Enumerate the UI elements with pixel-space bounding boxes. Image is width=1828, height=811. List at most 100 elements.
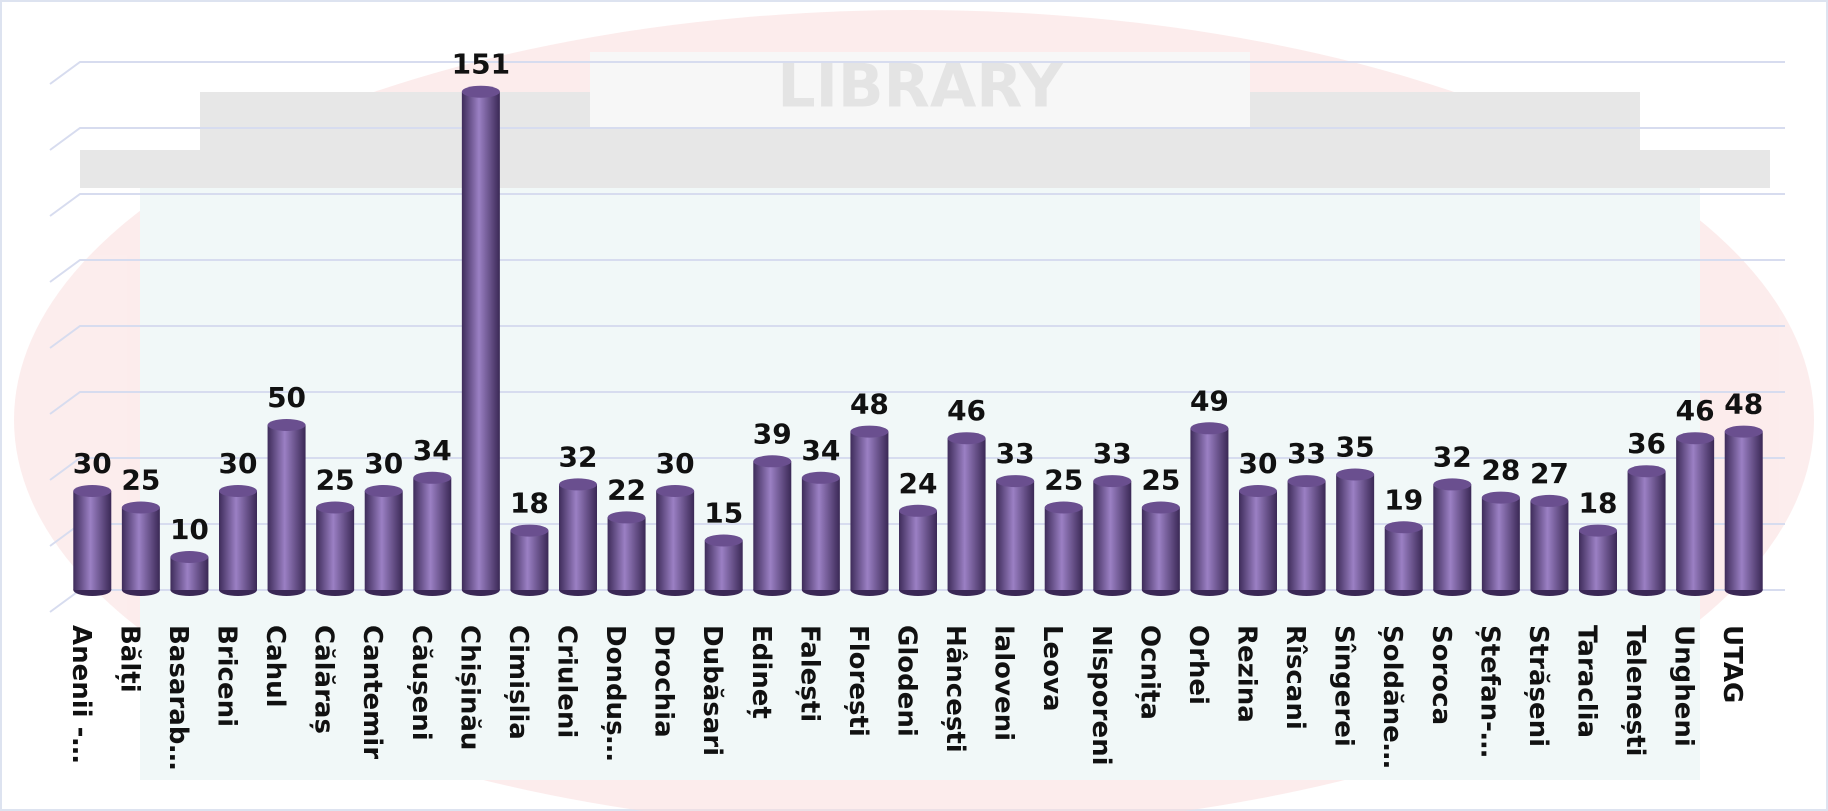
x-tick-label: Ialoveni [989, 625, 1019, 741]
value-label: 18 [1579, 487, 1618, 520]
x-tick-label: Donduș… [600, 625, 630, 762]
bar-top [996, 475, 1034, 487]
bar-top [608, 511, 646, 523]
x-tick-label: Criuleni [552, 625, 582, 738]
bar-top [1239, 485, 1277, 497]
bar-top [656, 485, 694, 497]
value-label: 33 [996, 437, 1035, 470]
bar [996, 481, 1034, 590]
x-tick-label: Anenii -… [66, 625, 96, 763]
value-label: 15 [704, 497, 743, 530]
x-tick-label: Rezina [1232, 625, 1262, 723]
x-tick-label: Dubăsari [697, 625, 727, 756]
value-label: 30 [73, 447, 112, 480]
bar [316, 508, 354, 591]
bar [1336, 475, 1374, 591]
bar-top [1628, 465, 1666, 477]
bar-top [850, 426, 888, 438]
x-tick-label: Chișinău [454, 625, 484, 750]
bar-top [705, 535, 743, 547]
value-label: 33 [1093, 437, 1132, 470]
bar [1725, 432, 1763, 590]
bar-top [559, 478, 597, 490]
value-label: 27 [1530, 457, 1569, 490]
value-label: 151 [452, 48, 510, 81]
value-label: 10 [170, 513, 209, 546]
x-tick-label: Sîngerei [1329, 625, 1359, 747]
bar [219, 491, 257, 590]
x-tick-label: Falești [794, 625, 824, 722]
value-label: 48 [1724, 388, 1763, 421]
bar-top [802, 472, 840, 484]
bg-roof [80, 150, 1770, 188]
x-tick-label: Călăraș [309, 625, 339, 734]
bar-top [219, 485, 257, 497]
value-label: 33 [1287, 437, 1326, 470]
bar [1530, 501, 1568, 590]
bar [1433, 484, 1471, 590]
value-label: 25 [1141, 464, 1180, 497]
x-tick-label: Drochia [649, 625, 679, 738]
value-label: 34 [413, 434, 452, 467]
value-label: 49 [1190, 384, 1229, 417]
x-tick-label: Basarab… [163, 625, 193, 770]
value-label: 30 [1239, 447, 1278, 480]
bar-top [1142, 502, 1180, 514]
bar-top [170, 551, 208, 563]
bar [365, 491, 403, 590]
x-tick-label: Cimișlia [503, 625, 533, 740]
value-label: 32 [1433, 440, 1472, 473]
x-tick-label: Ștefan-… [1474, 625, 1504, 758]
value-label: 25 [316, 464, 355, 497]
x-tick-label: Telenești [1620, 625, 1650, 756]
x-tick-label: UTAG [1717, 625, 1747, 703]
bar [656, 491, 694, 590]
x-tick-label: Bălți [114, 625, 144, 693]
bar-top [899, 505, 937, 517]
value-label: 32 [559, 440, 598, 473]
bar [1045, 508, 1083, 591]
bar [802, 478, 840, 590]
bar-top [1676, 432, 1714, 444]
value-label: 22 [607, 473, 646, 506]
value-label: 46 [1676, 394, 1715, 427]
bar [1142, 508, 1180, 591]
value-label: 30 [364, 447, 403, 480]
value-label: 36 [1627, 427, 1666, 460]
x-tick-label: Taraclia [1572, 625, 1602, 738]
bar-top [462, 86, 500, 98]
bar-top [316, 502, 354, 514]
value-label: 30 [219, 447, 258, 480]
x-tick-label: Căușeni [406, 625, 436, 741]
bar [705, 541, 743, 591]
bar [850, 432, 888, 590]
value-label: 34 [801, 434, 840, 467]
x-tick-label: Hâncești [940, 625, 970, 753]
chart: LIBRARY 30Anenii -…25Bălți10Basarab…30Br… [0, 0, 1828, 811]
bar-top [1482, 492, 1520, 504]
value-label: 24 [899, 467, 938, 500]
bar [608, 517, 646, 590]
value-label: 25 [121, 464, 160, 497]
bar-top [1288, 475, 1326, 487]
value-label: 30 [656, 447, 695, 480]
bar-top [1725, 426, 1763, 438]
x-tick-label: Cahul [260, 625, 290, 708]
x-tick-label: Ungheni [1669, 625, 1699, 747]
bar [1288, 481, 1326, 590]
bar-top [268, 419, 306, 431]
bar [1628, 471, 1666, 590]
bar-top [1336, 469, 1374, 481]
bar-top [1530, 495, 1568, 507]
x-tick-label: Șoldăne… [1377, 625, 1407, 769]
value-label: 50 [267, 381, 306, 414]
bar-top [1385, 521, 1423, 533]
bar [1482, 498, 1520, 590]
value-label: 18 [510, 487, 549, 520]
x-tick-label: Briceni [212, 625, 242, 727]
bar-top [1579, 525, 1617, 537]
bar-top [510, 525, 548, 537]
bar-top [1433, 478, 1471, 490]
x-tick-label: Rîscani [1280, 625, 1310, 730]
x-tick-label: Cantemir [357, 625, 387, 759]
